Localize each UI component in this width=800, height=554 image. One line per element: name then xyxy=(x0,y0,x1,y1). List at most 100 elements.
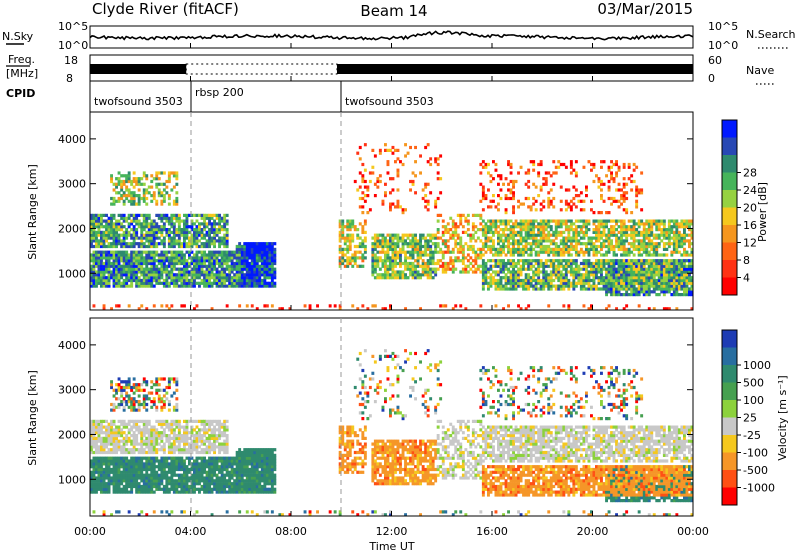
power-cell xyxy=(446,267,450,271)
velocity-cell xyxy=(117,428,121,432)
power-cell xyxy=(690,259,694,263)
power-cell xyxy=(554,270,558,274)
velocity-cell xyxy=(140,456,144,460)
power-cell xyxy=(549,225,553,229)
velocity-cell xyxy=(120,490,124,494)
velocity-cell xyxy=(95,479,98,483)
power-cell xyxy=(404,264,407,268)
power-cell xyxy=(115,261,118,266)
power-cell xyxy=(429,270,433,274)
power-cell xyxy=(620,188,623,192)
power-cell xyxy=(680,236,684,240)
power-cell xyxy=(107,233,111,237)
power-cell xyxy=(607,185,611,189)
velocity-cell xyxy=(137,448,141,452)
power-cell xyxy=(527,171,531,175)
power-cell xyxy=(361,253,365,257)
power-cell xyxy=(90,273,93,277)
power-cell xyxy=(549,242,553,246)
velocity-cell xyxy=(115,431,118,435)
power-cell xyxy=(175,233,179,237)
power-cell xyxy=(195,236,199,240)
power-cell xyxy=(162,213,166,217)
power-cell xyxy=(376,242,380,246)
velocity-cell xyxy=(112,467,116,472)
power-cell xyxy=(544,179,548,184)
power-cell xyxy=(115,219,118,223)
power-cell xyxy=(147,259,151,263)
power-cell xyxy=(481,242,485,246)
power-cell xyxy=(615,222,618,226)
power-cell xyxy=(213,264,216,268)
power-cell xyxy=(544,244,548,249)
power-cell xyxy=(157,259,161,263)
power-cell xyxy=(524,261,528,266)
power-cell xyxy=(125,276,129,280)
power-cell xyxy=(100,216,103,220)
velocity-cell xyxy=(135,456,139,460)
power-cell xyxy=(499,174,503,178)
power-cell xyxy=(409,267,412,271)
power-cell xyxy=(120,188,124,192)
power-cell xyxy=(175,242,179,246)
power-cell xyxy=(592,264,596,268)
velocity-cell xyxy=(97,434,101,438)
power-cell xyxy=(373,253,377,257)
freq-tick-bottom: 8 xyxy=(66,72,73,85)
power-cell xyxy=(404,267,407,271)
velocity-cell xyxy=(125,394,129,398)
power-cell xyxy=(640,284,644,288)
power-cell xyxy=(235,247,239,251)
power-cell xyxy=(479,216,483,220)
power-cell xyxy=(688,270,691,274)
velocity-cell xyxy=(110,419,113,423)
power-cell xyxy=(592,270,596,274)
power-cell xyxy=(90,276,93,280)
power-cell xyxy=(110,233,113,237)
power-cell xyxy=(497,281,500,285)
power-cell xyxy=(595,236,598,240)
power-cell xyxy=(180,250,184,254)
power-cell xyxy=(130,267,134,271)
power-cell xyxy=(690,287,694,291)
power-cell xyxy=(552,270,556,274)
velocity-cell xyxy=(135,476,139,480)
power-cell xyxy=(117,284,121,288)
power-cell xyxy=(655,253,659,257)
power-cell xyxy=(600,273,603,277)
power-cell xyxy=(115,284,118,288)
power-cell xyxy=(112,284,116,288)
power-cell xyxy=(338,236,342,240)
freq-bar-dotted xyxy=(185,63,338,75)
power-cell xyxy=(534,208,538,212)
power-cell xyxy=(250,264,254,268)
power-cell xyxy=(587,239,591,243)
power-cell xyxy=(502,284,505,288)
power-cell xyxy=(585,278,588,283)
power-cell xyxy=(120,253,124,257)
power-cell xyxy=(610,239,613,243)
power-cell xyxy=(391,247,395,251)
power-cell xyxy=(549,219,553,223)
power-cell xyxy=(612,196,616,201)
power-cell xyxy=(640,281,644,285)
velocity-cell xyxy=(132,425,136,429)
power-cell xyxy=(348,259,352,263)
velocity-cell xyxy=(100,490,103,494)
power-cell xyxy=(585,259,588,263)
velocity-cell xyxy=(125,459,129,463)
power-cell xyxy=(605,222,608,226)
power-cell xyxy=(117,250,121,254)
velocity-cell xyxy=(110,476,113,480)
power-cell xyxy=(652,253,656,257)
power-cell xyxy=(107,278,111,283)
power-cell xyxy=(600,160,603,164)
power-cell xyxy=(243,256,247,260)
power-cell xyxy=(627,233,631,237)
power-cell xyxy=(120,281,124,285)
power-cell xyxy=(416,276,420,280)
power-cell xyxy=(208,213,211,217)
velocity-cell xyxy=(127,470,131,474)
power-cell xyxy=(147,270,151,274)
power-cell xyxy=(115,199,118,203)
